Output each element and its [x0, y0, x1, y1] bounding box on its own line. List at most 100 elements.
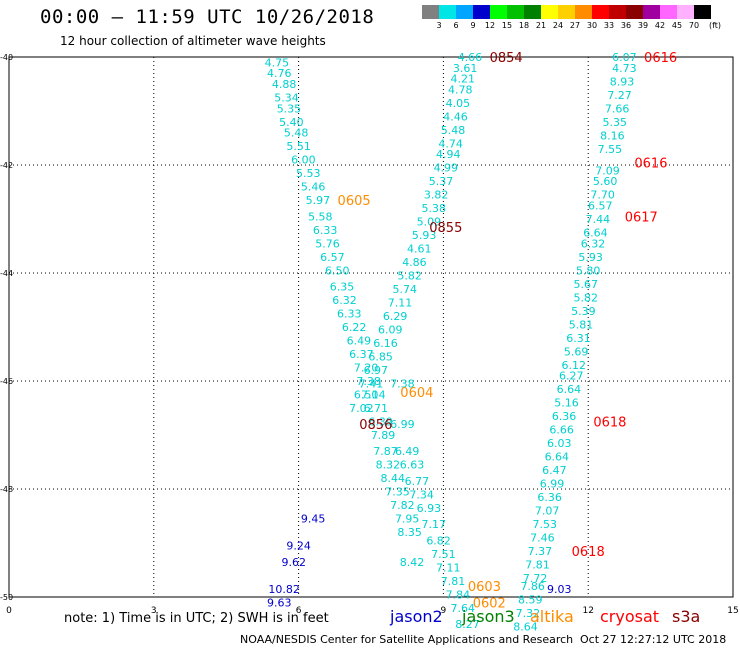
wave-height-value: 7.84: [446, 588, 471, 601]
wave-height-value: 5.93: [578, 251, 603, 264]
wave-height-value: 7.89: [371, 429, 396, 442]
y-tick-label: -50: [0, 593, 13, 602]
satellite-legend-s3a: s3a: [672, 607, 701, 626]
wave-height-value: 7.11: [388, 297, 413, 310]
pass-time-label: 0618: [593, 416, 626, 431]
wave-height-value: 8.35: [397, 526, 422, 539]
color-scale-cell: [490, 5, 507, 19]
wave-height-value: 7.07: [535, 505, 560, 518]
wave-height-value: 6.85: [368, 351, 393, 364]
wave-height-value: 4.88: [272, 78, 297, 91]
wave-height-value: 5.37: [429, 175, 454, 188]
y-tick-label: -48: [0, 485, 13, 494]
color-scale-cell: [507, 5, 524, 19]
wave-height-value: 6.47: [542, 464, 567, 477]
wave-height-value: 5.46: [301, 181, 326, 194]
wave-height-value: 6.64: [545, 451, 570, 464]
wave-height-value: 5.74: [393, 283, 418, 296]
wave-height-value: 4.86: [402, 256, 427, 269]
wave-height-value: 6.97: [364, 364, 389, 377]
wave-height-value: 7.20: [354, 362, 379, 375]
wave-height-value: 7.02: [349, 402, 374, 415]
wave-height-value: 5.69: [564, 345, 589, 358]
wave-height-value: 6.07: [612, 51, 637, 64]
wave-height-value: 7.87: [373, 445, 398, 458]
wave-height-value: 7.72: [523, 572, 548, 585]
color-scale-cell: [558, 5, 575, 19]
wave-height-value: 5.76: [315, 237, 340, 250]
color-scale-cell: [473, 5, 490, 19]
wave-height-value: 5.58: [308, 210, 333, 223]
wave-height-value: 6.49: [395, 445, 420, 458]
color-scale-label: 45: [671, 21, 683, 30]
wave-height-value: 4.74: [438, 137, 463, 150]
wave-height-value: 6.50: [325, 264, 350, 277]
wave-height-value: 5.53: [296, 167, 321, 180]
wave-height-value: 6.93: [417, 502, 442, 515]
wave-height-value: 4.75: [265, 56, 290, 69]
wave-height-value: 5.48: [441, 124, 466, 137]
wave-height-value: 5.38: [421, 202, 446, 215]
wave-height-value: 7.11: [436, 561, 461, 574]
chart-subtitle: 12 hour collection of altimeter wave hei…: [60, 34, 326, 48]
wave-height-value: 6.66: [549, 424, 574, 437]
wave-height-value: 6.39: [368, 416, 393, 429]
x-tick-label: 3: [151, 606, 157, 616]
wave-height-value: 7.86: [520, 580, 545, 593]
wave-height-value: 8.27: [455, 618, 480, 631]
wave-height-value: 6.03: [547, 437, 572, 450]
satellite-legend-jason3: jason3: [462, 607, 515, 626]
wave-height-value: 6.36: [552, 410, 577, 423]
color-scale-cell: [626, 5, 643, 19]
wave-height-value: 8.42: [400, 556, 425, 569]
color-scale-label: 18: [518, 21, 530, 30]
y-tick-label: -46: [0, 377, 13, 386]
wave-height-value: 5.40: [279, 116, 304, 129]
generated-timestamp: Oct 27 12:27:12 UTC 2018: [580, 633, 727, 646]
wave-height-value: 9.63: [267, 596, 292, 609]
wave-height-value: 6.32: [581, 237, 606, 250]
wave-height-value: 5.35: [277, 102, 302, 115]
wave-height-value: 6.31: [566, 332, 591, 345]
pass-time-label: 0616: [644, 51, 677, 66]
color-scale-cell: [677, 5, 694, 19]
wave-height-value: 6.22: [342, 321, 367, 334]
wave-height-value: 6.99: [540, 478, 565, 491]
wave-height-value: 7.81: [525, 559, 550, 572]
wave-height-value: 7.38: [390, 378, 415, 391]
color-scale-cell: [524, 5, 541, 19]
wave-height-value: 6.50: [354, 389, 379, 402]
plot-frame: [8, 56, 734, 598]
pass-time-label: 0603: [468, 580, 501, 595]
y-tick-label: -42: [0, 161, 13, 170]
color-scale-cell: [694, 5, 711, 19]
wave-height-value: 9.03: [547, 583, 572, 596]
color-scale-cell: [575, 5, 592, 19]
wave-height-value: 6.99: [390, 418, 415, 431]
color-scale-cell: [643, 5, 660, 19]
wave-height-value: 7.55: [598, 143, 623, 156]
wave-height-value: 7.46: [530, 532, 555, 545]
wave-height-value: 5.09: [417, 216, 442, 229]
wave-height-value: 4.76: [267, 67, 292, 80]
wave-height-value: 4.21: [450, 73, 475, 86]
pass-time-label: 0856: [359, 418, 392, 433]
pass-time-label: 0855: [429, 221, 462, 236]
wave-height-value: 5.93: [412, 229, 437, 242]
pass-time-label: 0602: [473, 596, 506, 611]
wave-height-value: 6.32: [332, 294, 357, 307]
wave-height-value: 8.44: [380, 472, 405, 485]
wave-height-value: 6.36: [537, 491, 562, 504]
wave-height-value: 7.82: [390, 499, 415, 512]
y-tick-label: -40: [0, 53, 13, 62]
wave-height-value: 7.32: [516, 607, 541, 620]
wave-height-value: 9.62: [282, 556, 307, 569]
x-tick-label: 9: [441, 606, 447, 616]
wave-height-value: 3.61: [453, 62, 478, 75]
wave-height-value: 7.41: [359, 378, 384, 391]
wave-height-value: 6.27: [559, 370, 584, 383]
wave-height-value: 8.32: [376, 459, 401, 472]
x-tick-label: 0: [6, 606, 12, 616]
wave-height-value: 6.57: [588, 200, 613, 213]
pass-time-label: 0618: [572, 545, 605, 560]
